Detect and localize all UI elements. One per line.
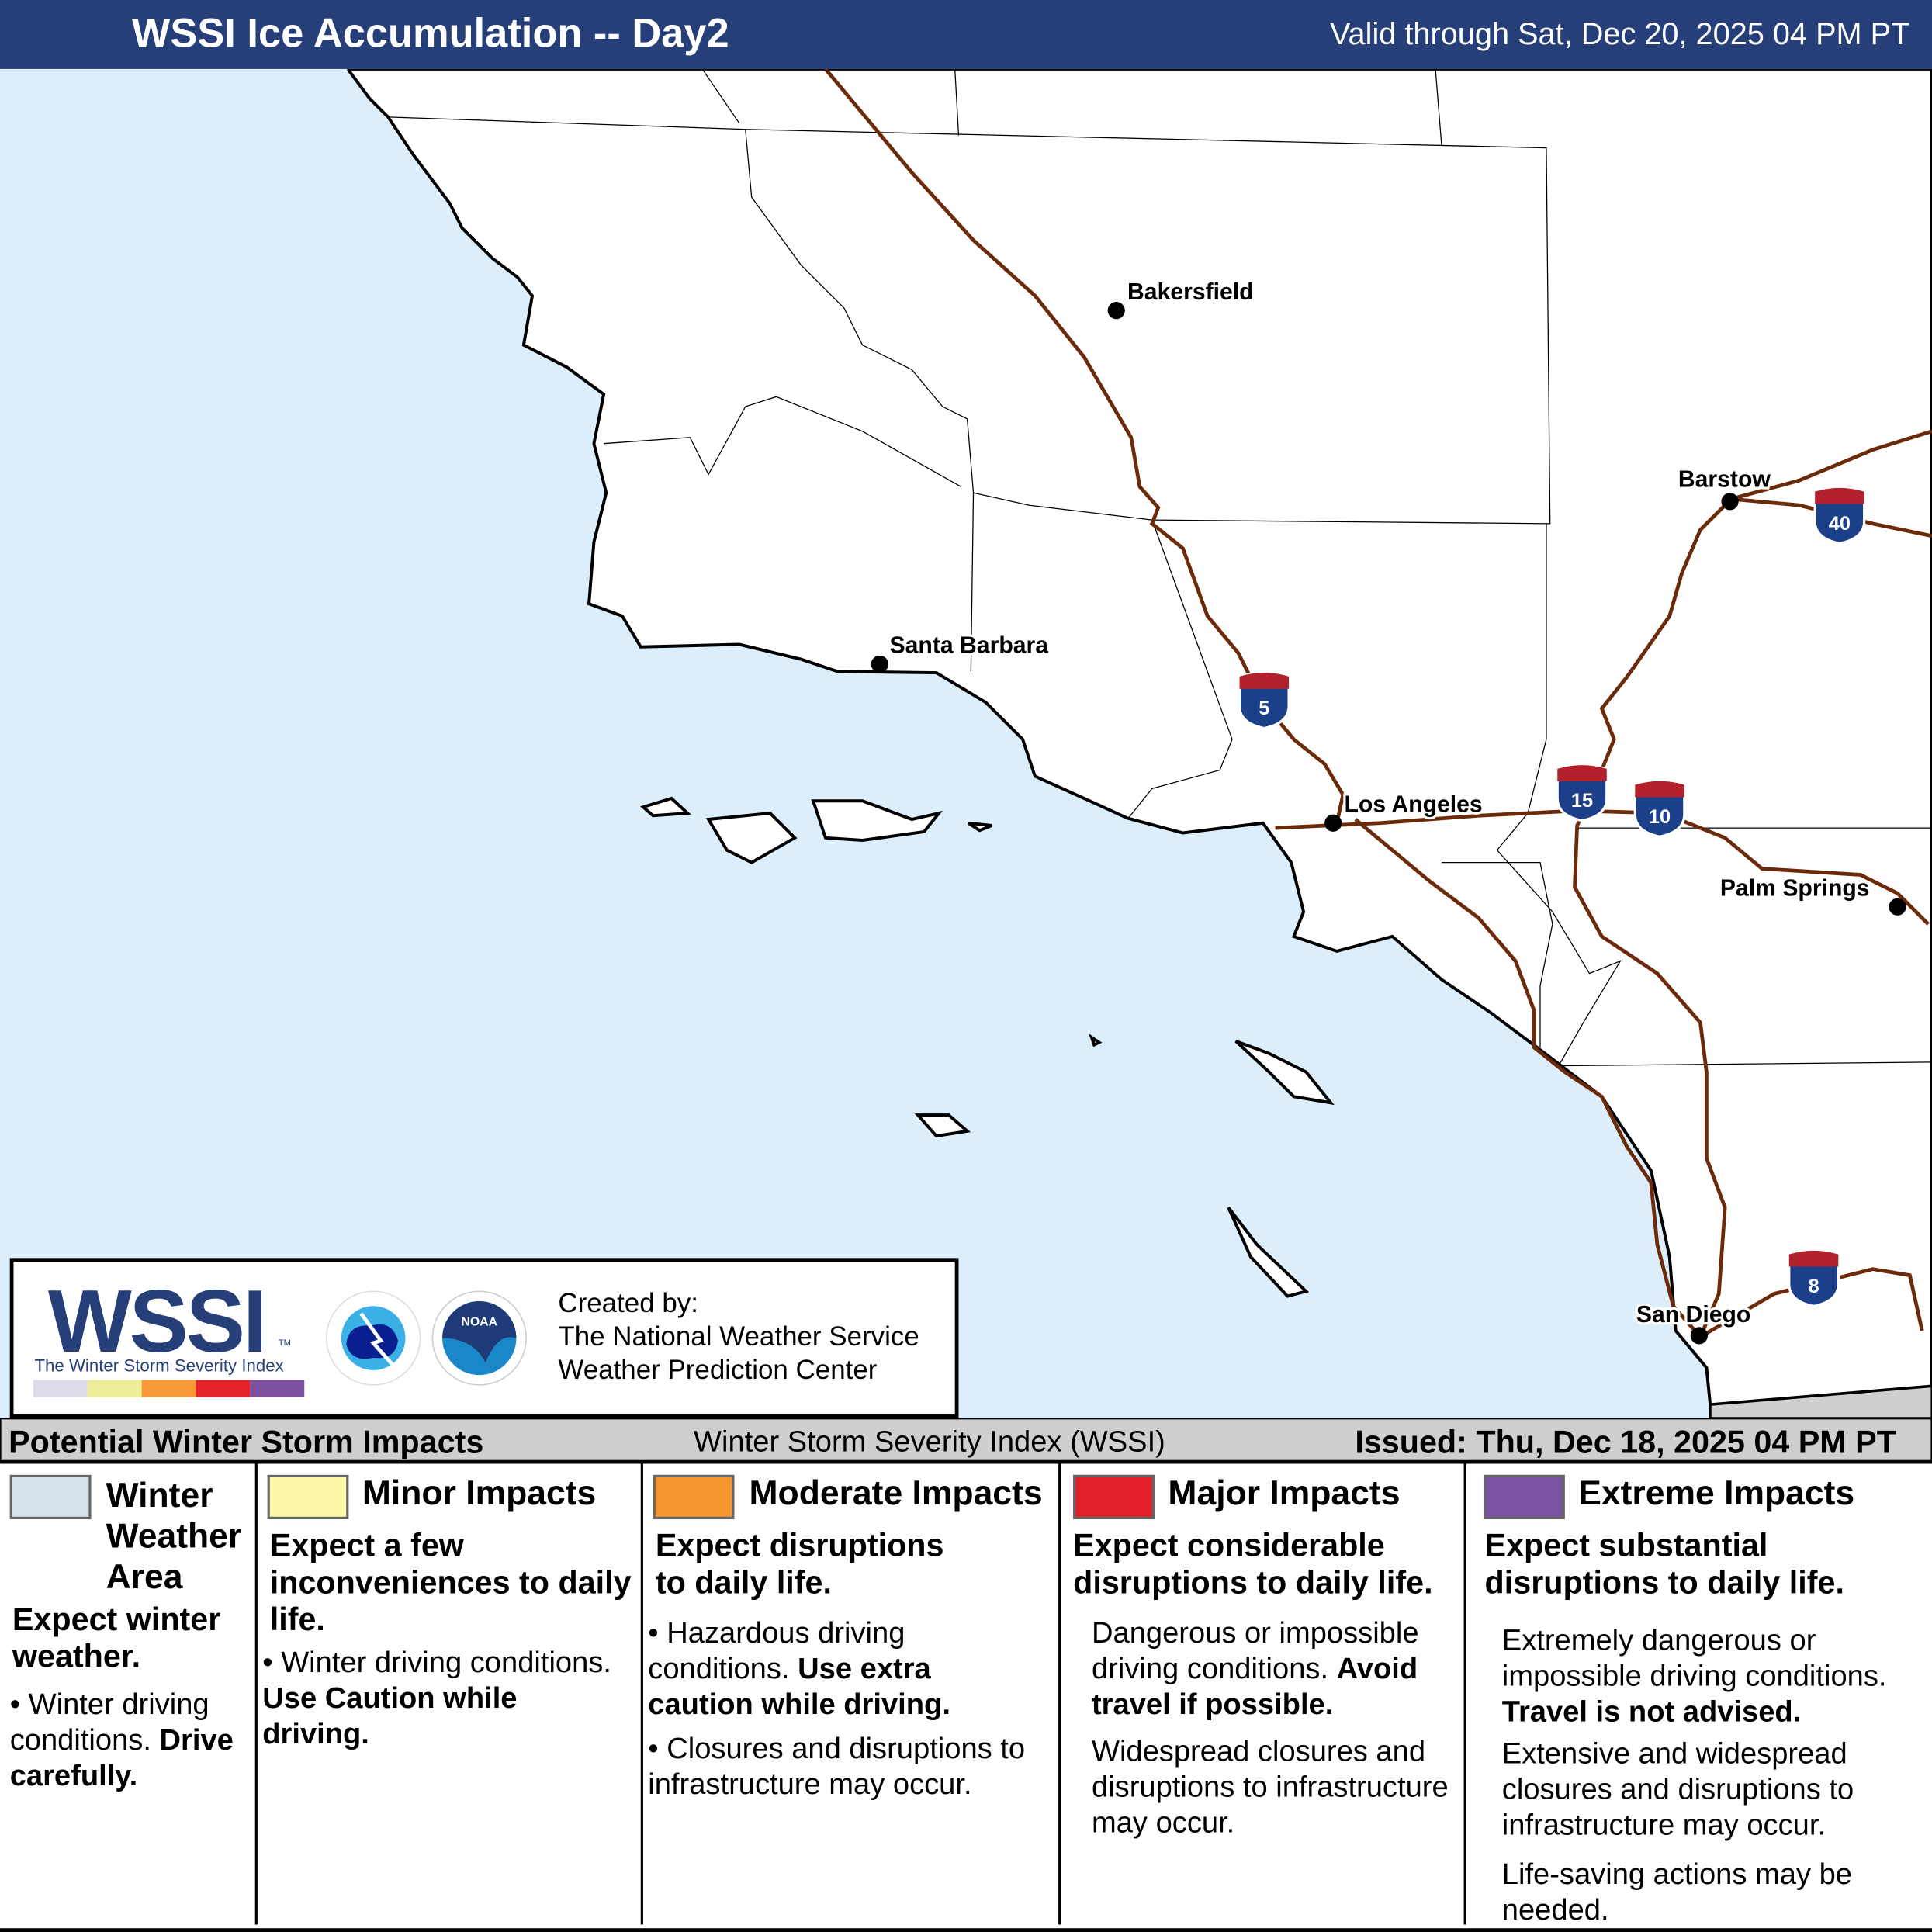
nws-logo-icon [326, 1290, 421, 1386]
legend-bullet-2: Closures and disruptions to infrastructu… [648, 1732, 1026, 1802]
svg-text:NOAA: NOAA [461, 1316, 497, 1329]
legend-title: Extreme Impacts [1578, 1473, 1855, 1512]
legend-title: Moderate Impacts [749, 1473, 1043, 1512]
legend-lead: Expect considerable disruptions to daily… [1073, 1526, 1433, 1601]
legend-title: Minor Impacts [362, 1473, 597, 1512]
legend-header-band: Potential Winter Storm Impacts Winter St… [0, 1418, 1932, 1464]
legend-lead: Expect a few inconveniences to daily lif… [269, 1526, 632, 1638]
legend-bullet: Winter driving conditions. [9, 1688, 209, 1757]
impact-legend: Winter Weather Area Expect winter weathe… [0, 1462, 1932, 1932]
legend-extreme-impacts: Extreme Impacts Expect substantial disru… [1466, 1463, 1930, 1927]
created-by-label: Created by: [558, 1287, 698, 1319]
issued-time: Issued: Thu, Dec 18, 2025 04 PM PT [1355, 1423, 1896, 1460]
legend-bullet: Hazardous driving conditions. [648, 1616, 905, 1686]
city-label-barstow: Barstow [1678, 466, 1771, 492]
city-dot-palm-springs [1889, 898, 1906, 916]
legend-bullet-bold: Avoid travel if possible. [1091, 1652, 1418, 1722]
map-title: WSSI Ice Accumulation -- Day2 [131, 9, 729, 56]
legend-major-impacts: Major Impacts Expect considerable disrup… [1061, 1462, 1466, 1925]
city-dot-barstow [1721, 493, 1739, 511]
city-dot-santa-barbara [871, 655, 888, 673]
interstate-shield-8: 8 [1788, 1249, 1840, 1307]
legend-minor-impacts: Minor Impacts Expect a few inconvenience… [258, 1462, 643, 1925]
created-by: Created by: The National Weather Service… [558, 1286, 919, 1387]
interstate-shield-40: 40 [1813, 486, 1866, 545]
city-dot-san-diego [1690, 1327, 1708, 1345]
islands [639, 796, 1335, 1298]
trademark: TM [278, 1339, 291, 1349]
mexico [1709, 1384, 1932, 1418]
city-label-san-diego: San Diego [1636, 1302, 1750, 1328]
created-by-nws: The National Weather Service [558, 1321, 919, 1352]
svg-text:5: 5 [1259, 698, 1269, 719]
interstate-shield-15: 15 [1556, 763, 1608, 822]
legend-bullet-2: Extensive and widespread closures and di… [1501, 1737, 1854, 1843]
interstate-shield-5: 5 [1238, 671, 1290, 730]
legend-lead: Expect winter weather. [12, 1600, 221, 1675]
legend-lead: Expect disruptions to daily life. [655, 1526, 944, 1601]
legend-bullet-bold: Travel is not advised. [1501, 1695, 1802, 1729]
svg-text:40: 40 [1829, 513, 1851, 535]
interstate-shield-10: 10 [1633, 780, 1686, 838]
swatch [267, 1474, 349, 1520]
legend-moderate-impacts: Moderate Impacts Expect disruptions to d… [643, 1462, 1061, 1925]
city-label-palm-springs: Palm Springs [1720, 875, 1870, 901]
valid-time: Valid through Sat, Dec 20, 2025 04 PM PT [1330, 17, 1910, 52]
svg-text:8: 8 [1808, 1276, 1819, 1297]
swatch [653, 1474, 735, 1520]
legend-winter-weather-area: Winter Weather Area Expect winter weathe… [0, 1462, 258, 1925]
header: WSSI Ice Accumulation -- Day2 Valid thro… [0, 0, 1932, 69]
legend-bullet-bold: Drive carefully. [9, 1723, 234, 1793]
city-label-los-angeles: Los Angeles [1345, 791, 1483, 817]
legend-title: Major Impacts [1168, 1473, 1401, 1512]
credits-box: WSSI TM The Winter Storm Severity Index … [9, 1258, 959, 1418]
swatch [1073, 1474, 1155, 1520]
legend-bullet-2: Widespread closures and disruptions to i… [1091, 1734, 1449, 1840]
band-left: Potential Winter Storm Impacts [9, 1423, 484, 1460]
swatch [1483, 1474, 1565, 1520]
legend-bullet-bold: Use Caution while driving. [262, 1681, 518, 1751]
bottom-border [0, 1928, 1932, 1932]
created-by-wpc: Weather Prediction Center [558, 1354, 878, 1385]
wssi-logo: WSSI [47, 1272, 268, 1372]
swatch [9, 1474, 92, 1520]
land [347, 68, 1932, 1407]
legend-bullet: Extremely dangerous or impossible drivin… [1501, 1623, 1887, 1693]
city-dot-bakersfield [1107, 302, 1125, 320]
legend-title: Winter Weather Area [106, 1476, 242, 1596]
legend-bullet: Dangerous or impossible driving conditio… [1091, 1616, 1419, 1686]
city-label-santa-barbara: Santa Barbara [890, 633, 1049, 659]
noaa-logo-icon: NOAA [431, 1290, 527, 1386]
interstates [824, 68, 1932, 1339]
county-borders [388, 68, 1932, 1067]
legend-lead: Expect substantial disruptions to daily … [1484, 1526, 1844, 1601]
severity-color-bar [33, 1380, 305, 1397]
legend-bullet-3: Life-saving actions may be needed. [1501, 1858, 1853, 1927]
wssi-subtitle: The Winter Storm Severity Index [34, 1355, 284, 1376]
svg-text:15: 15 [1571, 790, 1593, 812]
map: Bakersfield Santa Barbara Los Angeles Ba… [0, 68, 1932, 1418]
legend-bullet: Winter driving conditions. [281, 1646, 611, 1680]
city-markers [871, 302, 1906, 1345]
legend-bullet-bold: Use extra caution while driving. [648, 1652, 950, 1722]
band-center: Winter Storm Severity Index (WSSI) [694, 1425, 1165, 1459]
city-label-bakersfield: Bakersfield [1127, 279, 1254, 305]
svg-text:10: 10 [1649, 806, 1671, 828]
city-dot-los-angeles [1324, 814, 1342, 832]
